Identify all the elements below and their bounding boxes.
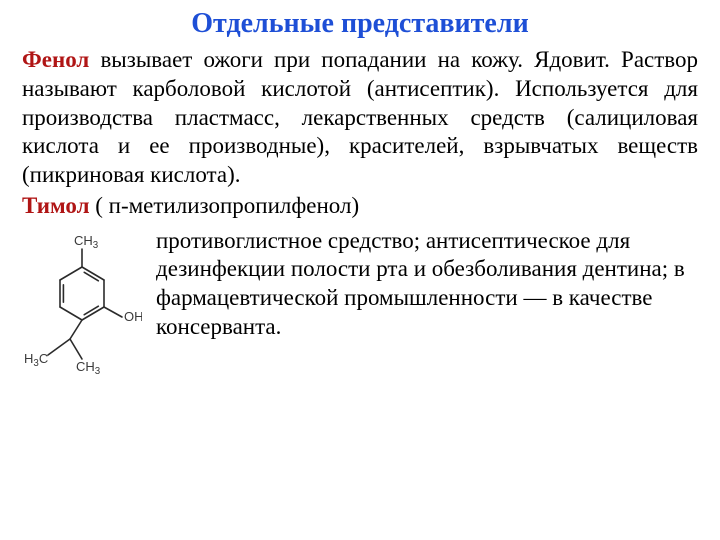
- paragraph-phenol-body: вызывает ожоги при попадании на кожу. Яд…: [22, 47, 698, 187]
- paragraph-thymol-heading: Тимол ( п-метилизопропилфенол): [22, 192, 698, 221]
- svg-text:H3C: H3C: [24, 351, 48, 369]
- slide-title: Отдельные представители: [22, 8, 698, 40]
- thymol-svg: CH3 OH H3C CH3: [22, 227, 142, 387]
- svg-text:CH3: CH3: [76, 359, 100, 377]
- term-phenol: Фенол: [22, 47, 89, 72]
- thymol-formula-name: ( п-метилизопропилфенол): [89, 193, 359, 218]
- thymol-row: CH3 OH H3C CH3 противоглистное средство; ан…: [22, 227, 698, 387]
- svg-text:OH: OH: [124, 309, 142, 324]
- svg-text:CH3: CH3: [74, 233, 98, 251]
- thymol-description: противоглистное средство; антисептическо…: [156, 227, 698, 342]
- thymol-structure: CH3 OH H3C CH3: [22, 227, 142, 387]
- paragraph-phenol: Фенол вызывает ожоги при попадании на ко…: [22, 46, 698, 190]
- term-thymol: Тимол: [22, 193, 89, 218]
